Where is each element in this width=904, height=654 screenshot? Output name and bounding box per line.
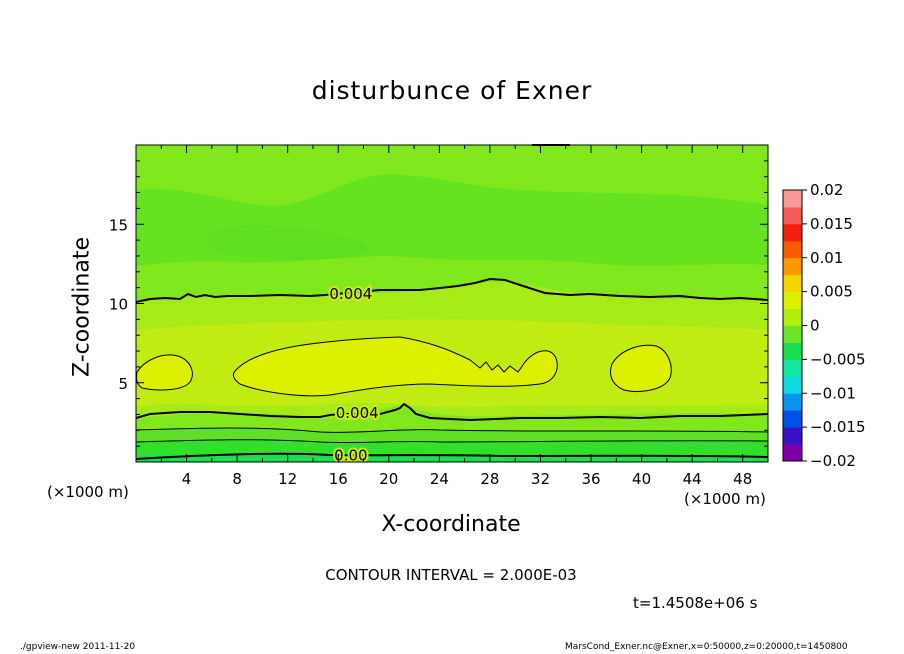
contour-label: 0.004 — [336, 404, 379, 422]
y-axis: 5 10 15 — [109, 160, 768, 447]
contour-line-upper — [136, 277, 768, 303]
colorbar-swatch — [783, 308, 802, 326]
x-tick-label: 32 — [531, 470, 550, 488]
cell-central — [232, 336, 558, 397]
time-stamp: t=1.4508e+06 s — [633, 594, 758, 612]
y-tick-label: 15 — [109, 216, 128, 234]
x-tick-label: 4 — [182, 470, 192, 488]
colorbar-tick-label: −0.02 — [810, 452, 856, 470]
x-tick-label: 24 — [430, 470, 449, 488]
contour-label: 0.00 — [334, 447, 367, 465]
x-tick-label: 12 — [278, 470, 297, 488]
contour-line-thin-1 — [136, 427, 768, 433]
y-tick-label: 10 — [109, 296, 128, 314]
colorbar-swatch — [783, 206, 802, 225]
x-axis-unit: (×1000 m) — [684, 490, 766, 508]
colorbar-swatch — [783, 257, 802, 276]
x-axis-label: X-coordinate — [381, 512, 521, 537]
x-tick-label: 20 — [379, 470, 398, 488]
contour-fill — [136, 145, 768, 462]
colorbar-swatch — [783, 240, 802, 259]
x-tick-label: 16 — [329, 470, 348, 488]
colorbar-tick-label: 0.02 — [810, 181, 843, 199]
x-tick-label: 48 — [733, 470, 752, 488]
footer-right: MarsCond_Exner.nc@Exner,x=0:50000,z=0:20… — [565, 642, 848, 652]
x-tick-label: 44 — [683, 470, 702, 488]
contour-line-lower — [136, 402, 768, 422]
x-tick-label: 28 — [480, 470, 499, 488]
colorbar-tick-label: −0.015 — [810, 418, 866, 436]
y-tick-label: 5 — [118, 375, 128, 393]
x-tick-label: 40 — [632, 470, 651, 488]
x-tick-label: 8 — [232, 470, 242, 488]
colorbar-swatch — [783, 359, 802, 377]
band-low-4 — [136, 453, 768, 462]
colorbar-swatch — [783, 427, 802, 445]
contour-labels: 0.004 0.004 0.00 — [327, 283, 380, 467]
contour-interval: CONTOUR INTERVAL = 2.000E-03 — [325, 566, 577, 584]
colorbar-tick-label: −0.005 — [810, 350, 866, 368]
colorbar-tick-label: 0 — [810, 317, 820, 335]
contour-label: 0.004 — [329, 285, 372, 303]
colorbar-swatch — [783, 393, 802, 411]
colorbar-swatch — [783, 376, 802, 394]
colorbar-swatch — [783, 444, 802, 462]
y-axis-label: Z-coordinate — [69, 237, 95, 377]
colorbar-tick-label: 0.015 — [810, 215, 853, 233]
colorbar-tick-label: −0.01 — [810, 384, 856, 402]
colorbar-tick-label: 0.005 — [810, 283, 853, 301]
footer-left: ./gpview-new 2011-11-20 — [20, 642, 136, 652]
chart-title: disturbunce of Exner — [311, 76, 593, 105]
colorbar-swatch — [783, 190, 802, 208]
colorbar-swatch — [783, 410, 802, 428]
contour-line-zero — [136, 452, 768, 460]
contour-line-thin-2 — [136, 439, 768, 444]
y-axis-unit: (×1000 m) — [47, 483, 129, 501]
x-tick-label: 36 — [581, 470, 600, 488]
colorbar: 0.02 0.015 0.01 0.005 0 −0.005 −0.01 −0.015 −0.0… — [782, 181, 866, 470]
colorbar-tick-label: 0.01 — [810, 249, 843, 267]
colorbar-swatch — [783, 274, 802, 293]
colorbar-swatch — [783, 342, 802, 360]
cell-east — [610, 344, 672, 392]
colorbar-swatch — [783, 223, 802, 242]
band-upper-dark-2 — [207, 224, 369, 260]
colorbar-swatch — [783, 325, 802, 343]
cell-west — [136, 354, 193, 391]
colorbar-swatch — [783, 291, 802, 310]
x-axis: 4 8 12 16 20 24 28 32 36 40 44 48 — [160, 145, 752, 488]
